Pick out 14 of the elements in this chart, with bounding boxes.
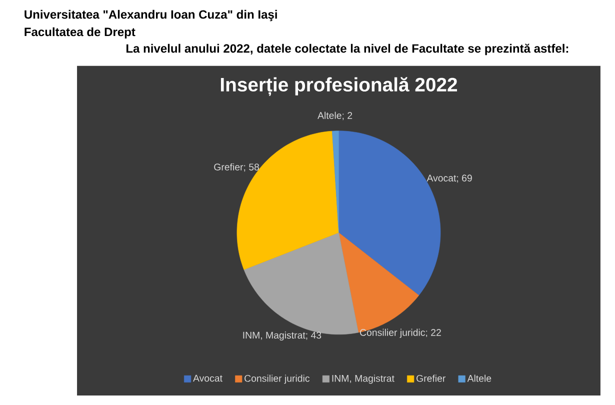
data-label: INM, Magistrat; 43 xyxy=(243,331,322,340)
legend-label: Grefier xyxy=(416,374,446,382)
legend-label: Consilier juridic xyxy=(244,374,310,384)
text: Universitatea "Alexandru Ioan Cuza" din Iaşi xyxy=(24,10,277,22)
legend-label: Altele xyxy=(467,374,492,382)
text: La nivelul anului 2022, datele colectate la nivel de Facultate se prezintă astfel: xyxy=(126,44,568,56)
data-label: Altele; 2 xyxy=(318,112,352,120)
data-label: Consilier juridic; 22 xyxy=(360,328,441,338)
data-label: Grefier; 58 xyxy=(214,163,260,172)
chart-title: Inserție profesională 2022 xyxy=(220,77,457,96)
legend-label: Avocat xyxy=(193,374,222,382)
data-label: Avocat; 69 xyxy=(426,174,472,183)
text: Facultatea de Drept xyxy=(24,27,136,38)
legend-label: INM, Magistrat xyxy=(332,374,394,384)
